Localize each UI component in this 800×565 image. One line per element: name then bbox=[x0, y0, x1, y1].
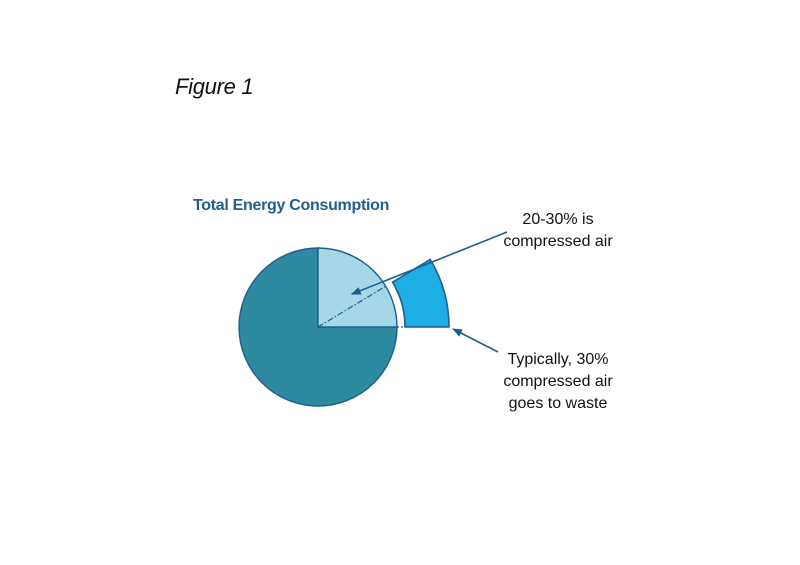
callout-compressed-air: 20-30% is compressed air bbox=[488, 209, 628, 253]
arrow-compressed-air bbox=[350, 231, 508, 295]
callout-line: Typically, 30% bbox=[507, 351, 609, 368]
callout-line: goes to waste bbox=[508, 395, 608, 412]
chart-title: Total Energy Consumption bbox=[193, 197, 390, 214]
callout-line: compressed air bbox=[503, 233, 613, 250]
callout-line: compressed air bbox=[503, 373, 613, 390]
callout-waste: Typically, 30% compressed air goes to wa… bbox=[478, 349, 638, 415]
slice-divider-line bbox=[317, 285, 386, 328]
arrow-waste bbox=[452, 328, 499, 353]
pie-slice-compressed-air bbox=[317, 247, 398, 328]
exploded-slice-waste bbox=[391, 258, 450, 328]
figure-label: Figure 1 bbox=[175, 74, 254, 99]
callout-line: 20-30% is bbox=[522, 211, 594, 228]
